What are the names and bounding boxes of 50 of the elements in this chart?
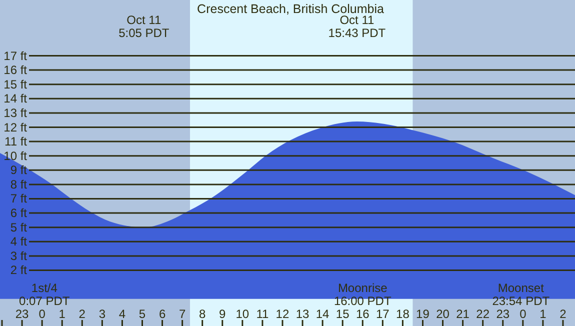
x-tick-label: 16: [356, 307, 370, 321]
y-tick-label: 16 ft: [4, 63, 28, 78]
x-tick-label: 23: [496, 307, 510, 321]
x-tick-label: 11: [256, 307, 270, 321]
y-tick-label: 10 ft: [4, 148, 28, 163]
x-tick-label: 1: [540, 307, 547, 321]
x-tick-label: 14: [316, 307, 330, 321]
x-tick-label: 0: [520, 307, 527, 321]
annotation: 1st/4 0:07 PDT: [19, 281, 70, 308]
x-tick-label: 2: [560, 307, 567, 321]
x-tick-label: 15: [336, 307, 350, 321]
x-tick-label: 18: [396, 307, 410, 321]
x-tick-label: 12: [276, 307, 290, 321]
y-tick-label: 9 ft: [10, 163, 28, 178]
x-tick-label: 6: [158, 307, 166, 321]
x-tick-label: 22: [476, 307, 490, 321]
x-tick-label: 2: [78, 307, 86, 321]
x-tick-label: 3: [98, 307, 106, 321]
x-tick-label: 13: [296, 307, 310, 321]
annotation: Oct 11 15:43 PDT: [328, 13, 386, 40]
x-tick-label: 20: [436, 307, 450, 321]
x-tick-label: 21: [456, 307, 470, 321]
x-tick-label: 7: [178, 307, 186, 321]
y-tick-label: 4 ft: [10, 234, 28, 249]
chart-title: Crescent Beach, British Columbia: [197, 2, 384, 16]
x-tick-label: 0: [38, 307, 46, 321]
y-tick-label: 14 ft: [4, 92, 28, 106]
y-tick-label: 12 ft: [4, 120, 28, 134]
annotation: Moonset 23:54 PDT: [492, 281, 550, 308]
y-tick-label: 2 ft: [10, 263, 28, 278]
y-tick-label: 15 ft: [4, 77, 28, 92]
y-tick-label: 7 ft: [10, 192, 28, 206]
y-tick-label: 3 ft: [10, 248, 28, 263]
y-tick-label: 8 ft: [10, 177, 28, 192]
x-tick-label: 1: [58, 307, 66, 321]
annotation: Oct 11 5:05 PDT: [118, 13, 170, 40]
x-tick-label: 4: [118, 307, 126, 321]
y-tick-label: 6 ft: [10, 206, 28, 220]
y-tick-label: 11 ft: [4, 134, 28, 149]
x-tick-label: 17: [376, 307, 390, 321]
x-tick-label: 23: [15, 307, 30, 321]
x-tick-label: 9: [219, 307, 226, 321]
x-tick-label: 8: [199, 307, 206, 321]
y-tick-label: 5 ft: [10, 220, 28, 234]
x-tick-label: 5: [138, 307, 146, 321]
y-tick-label: 13 ft: [4, 106, 28, 120]
x-tick-label: 19: [416, 307, 430, 321]
annotation: Moonrise 16:00 PDT: [334, 281, 392, 308]
y-tick-label: 17 ft: [4, 48, 28, 63]
x-tick-label: 10: [236, 307, 250, 321]
